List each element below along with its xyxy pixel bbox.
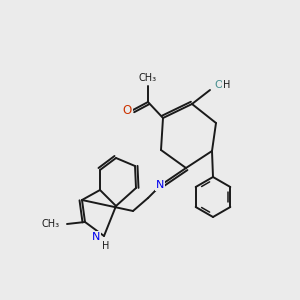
Text: N: N [92,232,100,242]
Text: H: H [102,241,110,251]
Text: CH₃: CH₃ [139,73,157,83]
Text: CH₃: CH₃ [42,219,60,229]
Text: O: O [214,80,223,90]
Text: H: H [223,80,230,90]
Text: O: O [122,103,132,116]
Text: N: N [156,180,164,190]
